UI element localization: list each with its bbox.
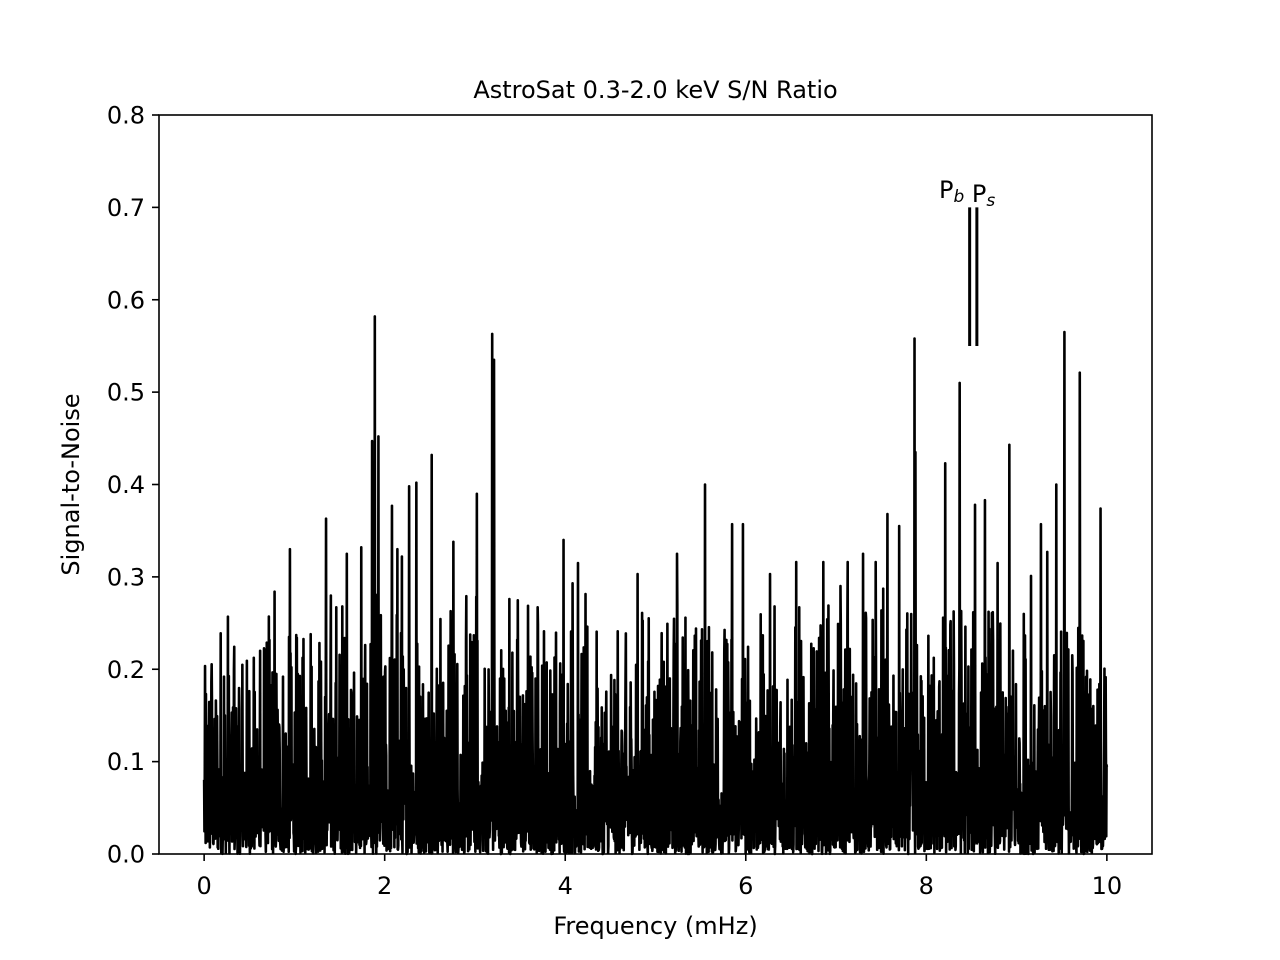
marker-label: Pb Ps	[939, 176, 995, 211]
y-tick-label: 0.7	[107, 194, 145, 222]
y-axis: 0.0 0.1 0.2 0.3 0.4 0.5 0.6 0.7 0.8	[107, 102, 159, 869]
marker-label-s: P	[964, 180, 986, 208]
x-tick-label: 0	[196, 872, 211, 900]
marker-label-b: P	[939, 176, 953, 204]
x-axis: 0 2 4 6 8 10	[196, 854, 1122, 900]
series-line	[202, 315, 1109, 856]
x-tick-label: 4	[558, 872, 573, 900]
y-tick-label: 0.1	[107, 748, 145, 776]
y-axis-label: Signal-to-Noise	[57, 393, 85, 575]
y-tick-label: 0.5	[107, 379, 145, 407]
x-tick-label: 8	[919, 872, 934, 900]
x-tick-label: 6	[738, 872, 753, 900]
y-tick-label: 0.4	[107, 471, 145, 499]
y-tick-label: 0.2	[107, 656, 145, 684]
marker-layer: Pb Ps	[939, 176, 995, 346]
y-tick-label: 0.6	[107, 286, 145, 314]
y-tick-label: 0.8	[107, 102, 145, 130]
marker-subscript-b: b	[953, 187, 964, 207]
marker-subscript-s: s	[986, 191, 995, 211]
series-layer	[202, 315, 1109, 856]
x-tick-label: 10	[1092, 872, 1123, 900]
y-tick-label: 0.3	[107, 563, 145, 591]
x-axis-label: Frequency (mHz)	[553, 912, 757, 940]
x-tick-label: 2	[377, 872, 392, 900]
chart-title: AstroSat 0.3-2.0 keV S/N Ratio	[473, 76, 837, 104]
y-tick-label: 0.0	[107, 841, 145, 869]
